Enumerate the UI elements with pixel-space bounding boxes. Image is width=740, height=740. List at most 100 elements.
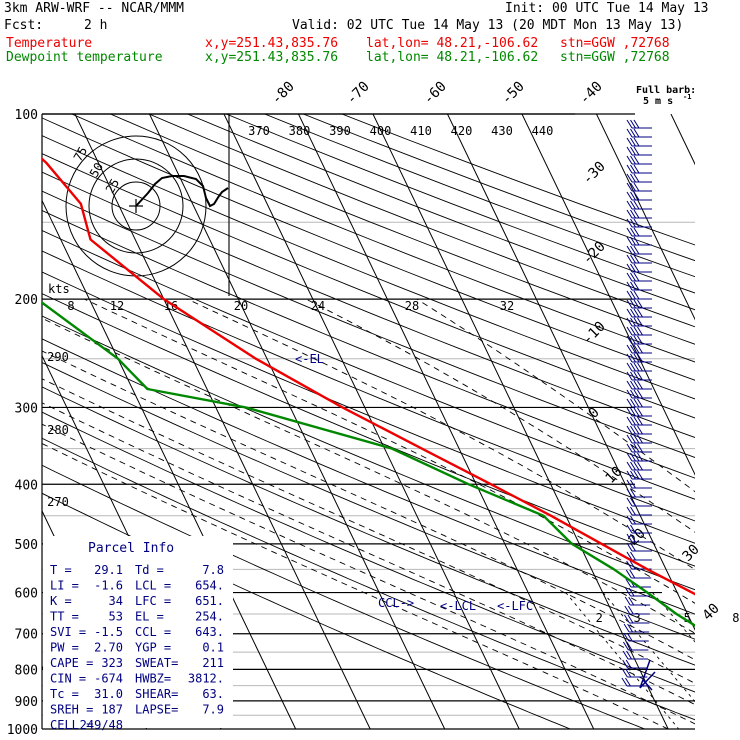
- isotherm-label: -60: [421, 79, 450, 108]
- wind-barb-flag: [626, 290, 633, 300]
- wind-barb-flag: [633, 461, 640, 471]
- theta-label-top: 420: [451, 124, 473, 138]
- wind-barb-flag: [630, 245, 636, 255]
- theta-label-side: 290: [47, 350, 69, 364]
- wind-barb-flag: [626, 524, 633, 534]
- wind-barb-flag: [633, 119, 640, 129]
- parcel-info-key: T =: [50, 563, 72, 577]
- wind-barb-flag: [633, 407, 640, 417]
- parcel-info-key: LI =: [50, 579, 79, 593]
- legend-temperature-latlon: lat,lon= 48.21,-106.62: [366, 36, 539, 51]
- barb-legend-title: Full barb:: [636, 85, 696, 96]
- pressure-label-200: 200: [15, 293, 38, 308]
- barb-legend-unit-sup: -1: [683, 93, 691, 101]
- parcel-info-key: CCL =: [135, 625, 171, 639]
- wind-barb-flag: [637, 335, 643, 345]
- wind-barb-flag: [626, 497, 633, 507]
- wind-barb-flag: [630, 515, 636, 525]
- parcel-info-key: CIN =: [50, 672, 86, 686]
- annotation-el: <-EL: [295, 352, 324, 366]
- moist-adiabat: [305, 298, 695, 533]
- parcel-info-box: [43, 536, 233, 728]
- moist-adiabat: [84, 298, 695, 604]
- wind-barb-flag: [630, 470, 636, 480]
- parcel-info-value: -1.5: [94, 625, 123, 639]
- wind-barb-flag: [630, 335, 636, 345]
- wind-barb-flag: [626, 326, 633, 336]
- parcel-info-value: -674: [94, 672, 123, 686]
- wind-barb-flag: [630, 479, 636, 489]
- dry-adiabat: [42, 229, 695, 500]
- wind-barb-flag: [630, 371, 636, 381]
- init-time: Init: 00 UTC Tue 14 May 13: [505, 1, 709, 16]
- wind-barb-flag: [630, 407, 636, 417]
- wind-barb-flag: [630, 128, 636, 138]
- parcel-info-value: 187: [101, 703, 123, 717]
- wind-barb-flag: [633, 182, 640, 192]
- wind-barb-flag: [630, 326, 636, 336]
- parcel-info-key: LAPSE=: [135, 703, 178, 717]
- wind-barb-flag: [633, 470, 640, 480]
- wind-barb-flag: [621, 677, 628, 687]
- wind-barb-flag: [622, 650, 629, 660]
- wind-barb-flag: [633, 164, 640, 174]
- wind-barb-flag: [624, 614, 630, 624]
- wind-barb-flag: [626, 155, 633, 165]
- hodograph-ring: [88, 158, 184, 254]
- moist-adiabat: [42, 423, 695, 725]
- wind-barb-flag: [630, 263, 636, 273]
- wind-barb-flag: [626, 416, 633, 426]
- wind-barb-flag: [633, 173, 640, 183]
- parcel-info-key: YGP =: [135, 641, 171, 655]
- wind-barb-flag: [626, 641, 633, 651]
- isotherm-label: -40: [577, 79, 606, 108]
- wind-barb-flag: [630, 524, 636, 534]
- wind-barb-flag: [637, 371, 643, 381]
- mixing-ratio-line: [652, 592, 695, 643]
- wind-barb-flag: [628, 587, 635, 597]
- wind-barb-flag: [626, 470, 633, 480]
- wind-barb-flag: [622, 641, 629, 651]
- theta-label-side: 280: [47, 423, 69, 437]
- hodograph-unit-label: kts: [48, 282, 70, 296]
- parcel-info-value: 323: [101, 656, 123, 670]
- wind-barb-flag: [637, 461, 643, 471]
- wind-barb-flag: [626, 128, 633, 138]
- model-title: 3km ARW-WRF -- NCAR/MMM: [4, 1, 185, 16]
- parcel-info-value: 7.9: [202, 703, 224, 717]
- wind-barb-flag: [633, 308, 640, 318]
- wind-barb-flag: [630, 209, 636, 219]
- wind-barb-flag: [630, 236, 636, 246]
- wind-barb-flag: [626, 200, 633, 210]
- wind-barb-flag: [633, 344, 640, 354]
- wind-barb-flag: [630, 506, 636, 516]
- pressure-label-900: 900: [15, 695, 38, 710]
- pressure-label-300: 300: [15, 401, 38, 416]
- wind-barb-flag: [626, 182, 633, 192]
- parcel-info-title: Parcel Info: [88, 541, 174, 556]
- parcel-info-value: 654.: [195, 579, 224, 593]
- parcel-info-value: 34: [109, 594, 123, 608]
- wind-barb-flag: [630, 452, 636, 462]
- wind-barb-flag: [630, 542, 636, 552]
- dry-adiabat: [42, 171, 695, 439]
- wind-barb-flag: [637, 389, 643, 399]
- wind-barb-flag: [637, 443, 643, 453]
- parcel-info-key: Td =: [135, 563, 164, 577]
- isotherm-label: -70: [344, 79, 373, 108]
- dry-adiabat: [42, 362, 695, 640]
- parcel-info-value: 53: [109, 610, 123, 624]
- wind-barb-flag: [626, 236, 633, 246]
- wind-barb-flag: [633, 191, 640, 201]
- pressure-label-800: 800: [15, 663, 38, 678]
- wind-barb-flag: [630, 380, 636, 390]
- theta-label-top: 370: [248, 124, 270, 138]
- wind-barb-flag: [633, 254, 640, 264]
- wind-barb-flag: [633, 236, 640, 246]
- wind-barb-flag: [630, 344, 636, 354]
- wind-barb-flag: [626, 461, 633, 471]
- wind-barb-flag: [626, 317, 633, 327]
- wind-barb-flag: [630, 299, 636, 309]
